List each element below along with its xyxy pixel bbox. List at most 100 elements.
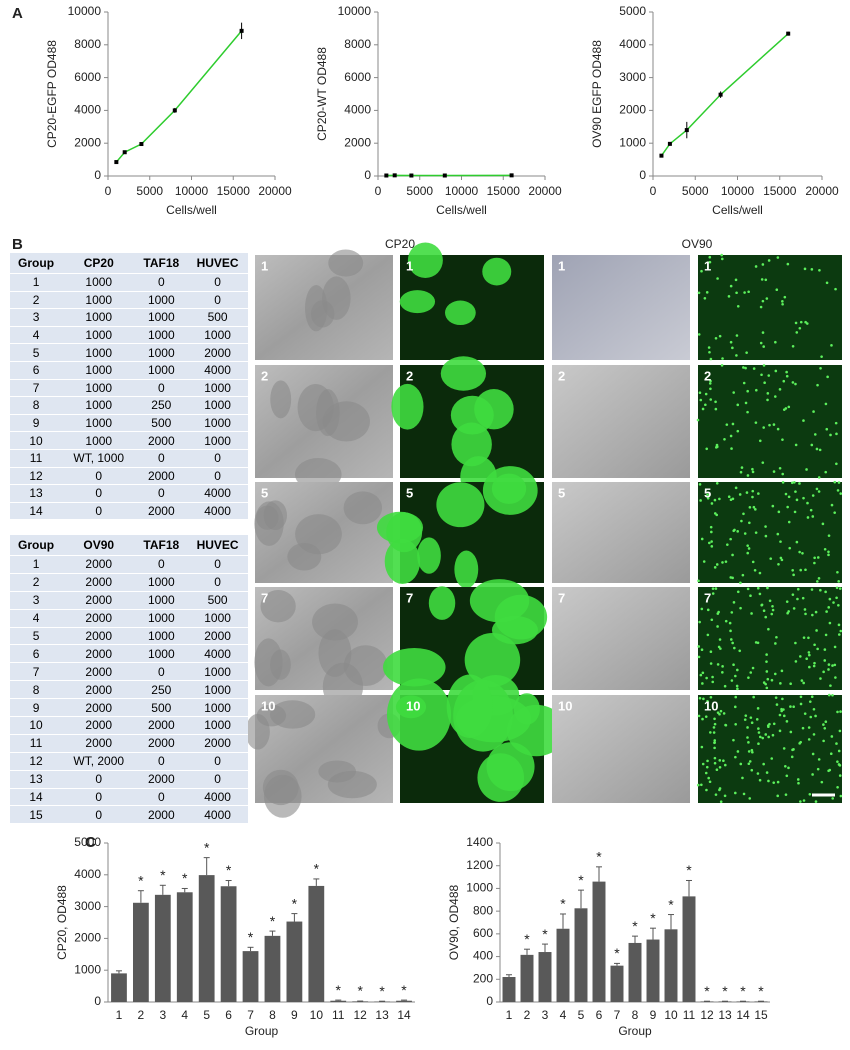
cell	[727, 495, 731, 499]
cell	[830, 735, 834, 738]
cell	[750, 612, 753, 615]
cell	[710, 502, 714, 505]
cell	[734, 722, 737, 726]
cell	[801, 596, 805, 600]
point	[239, 28, 244, 33]
cell	[742, 381, 746, 385]
x-tick-label: 14	[736, 1008, 750, 1022]
cell	[823, 648, 827, 651]
cell	[743, 291, 746, 294]
cell	[696, 418, 700, 422]
annotation: *	[160, 867, 166, 883]
cell-cluster	[263, 774, 302, 818]
cell	[733, 646, 736, 650]
cell	[777, 563, 780, 566]
bar	[646, 939, 660, 1002]
micrograph: 10	[245, 695, 401, 818]
cell	[767, 374, 771, 377]
x-tick-label: 4	[560, 1008, 567, 1022]
micrograph-background	[698, 365, 842, 478]
cell-cluster	[343, 491, 383, 525]
cell	[784, 492, 788, 496]
cell	[801, 551, 804, 555]
y-axis-label: CP20-EGFP OD488	[45, 40, 59, 148]
cell	[826, 375, 829, 379]
y-axis-label: OV90 EGFP OD488	[590, 40, 604, 148]
cell	[744, 366, 747, 370]
cell	[818, 448, 822, 452]
bar	[220, 886, 237, 1002]
cell	[751, 495, 754, 499]
cell	[762, 681, 766, 684]
cell	[716, 711, 720, 714]
cell	[715, 563, 719, 566]
cell	[764, 733, 768, 736]
cell	[710, 530, 713, 534]
cell	[766, 392, 770, 395]
cell	[824, 633, 828, 637]
cell	[797, 781, 800, 785]
cell	[794, 641, 797, 645]
micrograph: 1	[697, 253, 842, 361]
cell	[827, 553, 830, 557]
panel-number: 5	[406, 485, 413, 500]
cell	[715, 443, 719, 447]
cell	[710, 545, 714, 548]
line	[660, 33, 789, 157]
x-tick-label: 8	[269, 1008, 276, 1022]
table-cell: 9	[10, 414, 63, 433]
table-cell: 1000	[135, 591, 188, 610]
cell	[741, 573, 745, 577]
cell	[825, 281, 829, 285]
table-cell: 1000	[135, 343, 188, 362]
cell	[706, 759, 709, 763]
cell	[792, 573, 795, 577]
table-cell: 0	[135, 449, 188, 468]
cell	[762, 762, 765, 766]
cell	[724, 560, 728, 563]
x-tick-label: 15	[754, 1008, 768, 1022]
cell	[755, 388, 758, 392]
table-cell: 1000	[187, 662, 248, 682]
bar	[396, 1000, 412, 1002]
cell	[698, 391, 702, 395]
x-tick-label: 2	[138, 1008, 145, 1022]
bar	[538, 952, 552, 1002]
table-cell: 15	[10, 805, 63, 825]
cell-cluster	[436, 482, 485, 528]
cell	[830, 344, 833, 347]
cell	[729, 537, 732, 541]
y-tick-label: 10000	[338, 4, 372, 18]
table-cell: 2000	[135, 770, 188, 789]
point	[122, 150, 127, 155]
cell	[781, 481, 785, 484]
cell	[742, 366, 745, 369]
cell	[798, 550, 801, 554]
cell	[836, 570, 839, 574]
cell-cluster	[482, 257, 512, 286]
table: Group CP20 TAF18 HUVEC 1 1000 0 0 2 1000 1000 0 3 100…	[10, 253, 248, 521]
cell	[836, 710, 839, 714]
cell	[758, 571, 762, 575]
cell	[827, 550, 830, 554]
point	[409, 173, 414, 178]
cell	[714, 793, 718, 796]
cell	[758, 439, 762, 443]
cell	[744, 401, 748, 405]
table-cell: 1000	[187, 379, 248, 398]
y-tick-label: 0	[639, 168, 646, 182]
cell	[827, 693, 831, 697]
cell	[836, 489, 840, 492]
cell	[716, 277, 719, 280]
cell	[780, 707, 783, 711]
cell	[819, 677, 822, 680]
cell-cluster	[384, 538, 421, 585]
annotation: *	[401, 982, 407, 998]
cell	[792, 748, 795, 751]
table-cell: 1000	[187, 716, 248, 735]
x-tick-label: 20000	[528, 184, 562, 198]
cell	[812, 733, 816, 736]
table-cell: 2000	[135, 716, 188, 735]
bar	[242, 951, 259, 1002]
x-tick-label: 5000	[406, 184, 433, 198]
